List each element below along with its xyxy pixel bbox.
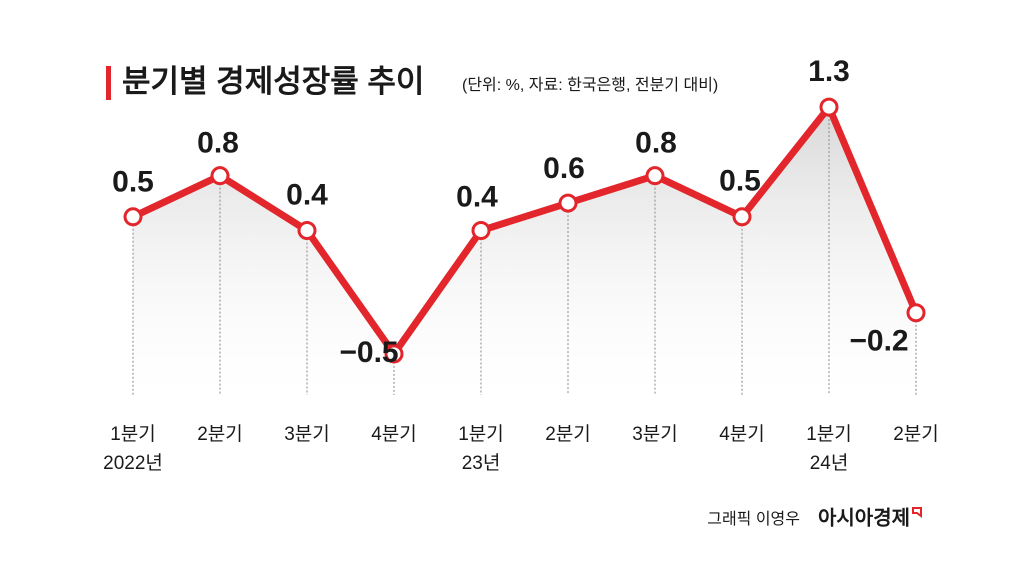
x-tick-label: 1분기	[110, 423, 156, 445]
x-tick-label: 1분기	[806, 423, 852, 445]
value-label: −0.2	[849, 325, 908, 358]
x-tick-label: 4분기	[719, 423, 765, 445]
value-label: 0.8	[635, 127, 677, 160]
data-line	[131, 103, 920, 358]
x-tick-label: 2022년	[103, 452, 163, 474]
value-label: 1.3	[808, 55, 850, 88]
data-point	[819, 97, 839, 117]
chart-subtitle: (단위: %, 자료: 한국은행, 전분기 대비)	[462, 76, 718, 94]
chart-title: 분기별 경제성장률 추이	[122, 64, 424, 99]
value-label: 0.6	[543, 152, 585, 185]
x-tick-label: 1분기	[458, 423, 504, 445]
data-point	[558, 193, 578, 213]
x-tick-label: 3분기	[284, 423, 330, 445]
data-point	[732, 207, 752, 227]
x-tick-label: 2분기	[893, 423, 939, 445]
data-point	[210, 166, 230, 186]
data-point	[906, 303, 926, 323]
data-point	[645, 166, 665, 186]
data-point	[384, 344, 404, 364]
area-shade	[133, 107, 916, 395]
value-label: 0.5	[112, 166, 154, 199]
x-tick-label: 2분기	[197, 423, 243, 445]
title-accent	[106, 66, 111, 100]
value-label: −0.5	[339, 336, 398, 369]
credit: 그래픽 이영우	[707, 510, 800, 528]
value-label: 0.4	[456, 180, 498, 213]
data-point	[471, 221, 491, 240]
x-tick-label: 24년	[810, 452, 849, 474]
x-tick-label: 23년	[462, 452, 501, 474]
x-tick-label: 2분기	[545, 423, 591, 445]
brand-icon	[912, 507, 922, 518]
data-point	[297, 221, 317, 240]
x-tick-label: 3분기	[632, 423, 678, 445]
brand: 아시아경제	[818, 506, 910, 529]
value-label: 0.8	[197, 127, 239, 160]
x-tick-label: 4분기	[371, 423, 417, 445]
value-label: 0.4	[286, 178, 328, 211]
value-label: 0.5	[719, 165, 761, 198]
data-point	[123, 207, 143, 227]
